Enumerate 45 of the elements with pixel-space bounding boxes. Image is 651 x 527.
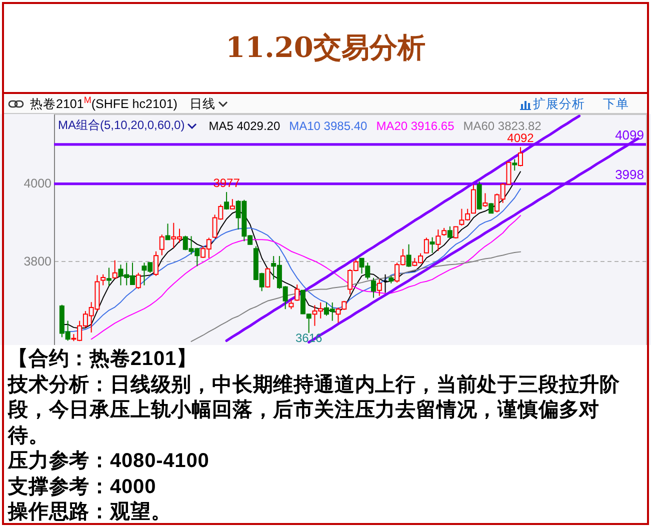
chart-title: 11.20交易分析 [226,30,426,66]
candlestick [112,260,118,278]
text: 【合约：热卷2101】 [8,347,198,372]
candlestick [512,158,518,172]
candlestick [224,192,230,210]
candlestick [424,237,429,254]
text: MA5 4029.20 [208,118,280,132]
candlestick [294,284,300,302]
candlestick [159,234,164,256]
candlestick [154,250,158,276]
annotation: 4092 [507,131,534,146]
candlestick [371,277,376,298]
candlestick [470,184,476,214]
candlestick [100,274,106,286]
text: 操作思路：观望。 [8,500,172,525]
text: 技术分析：日线级别，中长期维持通道内上行，当前处于三段拉升阶段，今日承压上轨小幅回落，后市关注压力去留情况，谨慎偏多对待。 [8,372,621,448]
candlestick [165,223,170,240]
text: MA10 3985.40 [289,118,368,132]
text: 扩展分析 [533,96,585,112]
candlestick [288,298,294,310]
ref-line-label: 3998 [615,166,644,182]
candlestick [376,278,382,296]
text: 下单 [603,96,629,112]
chart-subtitle: 热卷2101$^{M}$(SHFE hc2101) [30,94,178,114]
candlestick [406,244,412,268]
text: 支撑参考：4000 [8,474,158,500]
candlestick [436,229,441,252]
candlestick [265,267,270,288]
text: MA60 3823.82 [463,118,542,132]
candlestick [106,267,112,287]
ref-line-label: 4099 [615,127,644,142]
candlestick [430,236,435,254]
legend-title: MA组合(5,10,20,0,60,0) [58,117,185,134]
candlestick [482,192,488,208]
text: MA20 3916.65 [376,118,454,132]
candlestick [230,198,235,210]
candlestick [453,226,458,239]
candlestick [518,146,523,167]
candlestick [136,272,141,290]
line-series [190,251,521,342]
y-tick-label: 4000 [24,176,52,191]
y-tick-label: 3800 [24,254,52,269]
candlestick [447,226,452,238]
text: 压力参考：4080-4100 [8,449,210,474]
text: 日线 [189,96,216,112]
